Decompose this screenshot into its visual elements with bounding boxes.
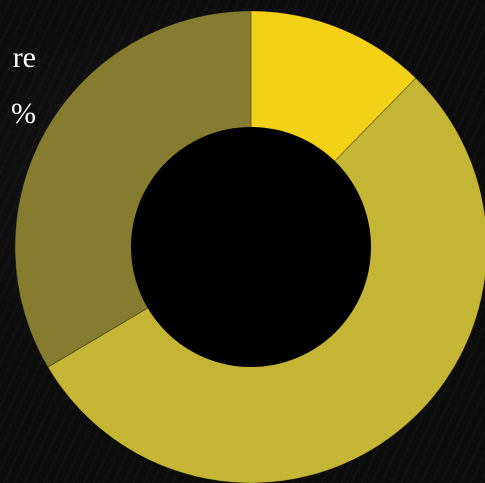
side-text-line-2: % — [11, 97, 36, 130]
cropped-side-text: re % — [0, 30, 36, 142]
donut-hole — [131, 127, 371, 367]
side-text-line-1: re — [12, 41, 36, 74]
